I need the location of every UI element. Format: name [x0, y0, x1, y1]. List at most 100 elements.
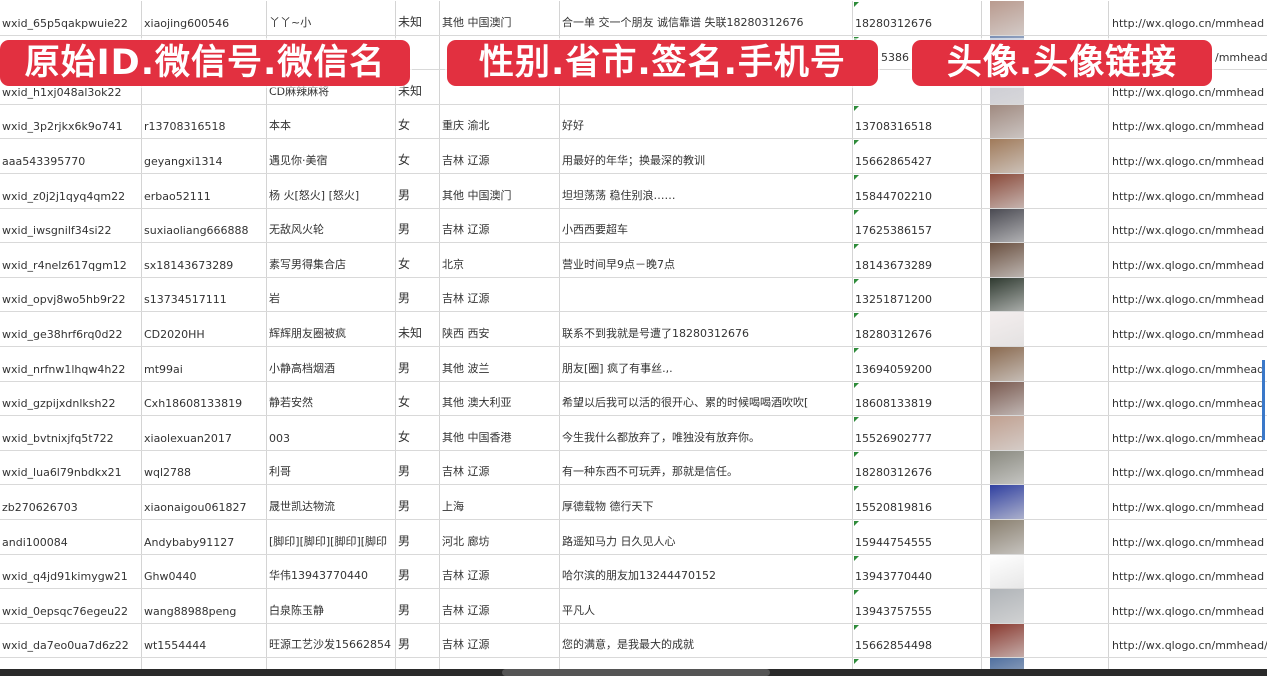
original-id-cell[interactable]: wxid_z0j2j1qyq4qm22 [0, 174, 142, 208]
signature-cell[interactable]: 厚德载物 德行天下 [560, 485, 853, 519]
gender-cell[interactable]: 男 [396, 347, 440, 381]
original-id-cell[interactable] [0, 658, 142, 669]
wechat-name-cell[interactable]: 无敌风火轮 [267, 208, 396, 243]
original-id-cell[interactable]: zb270626703 [0, 485, 142, 519]
avatar-cell[interactable] [982, 277, 1109, 312]
region-cell[interactable]: 吉林 辽源 [440, 623, 560, 658]
region-cell[interactable]: 吉林 辽源 [440, 554, 560, 589]
wechat-id-cell[interactable]: sx18143673289 [142, 243, 267, 277]
avatar-link-cell[interactable]: http://wx.qlogo.cn/mmhead [1112, 500, 1265, 514]
wechat-id-cell[interactable]: mt99ai [142, 347, 267, 381]
avatar-cell[interactable] [982, 589, 1109, 623]
region-cell[interactable]: 吉林 辽源 [440, 208, 560, 243]
horizontal-scrollbar[interactable] [502, 669, 770, 676]
avatar-link-cell[interactable]: http://wx.qlogo.cn/mmhead [1112, 362, 1265, 376]
region-cell[interactable] [440, 70, 560, 104]
region-cell[interactable]: 陕西 西安 [440, 312, 560, 346]
region-cell[interactable]: 吉林 辽源 [440, 450, 560, 485]
wechat-name-cell[interactable]: 静若安然 [267, 381, 396, 416]
gender-cell[interactable]: 未知 [396, 1, 440, 35]
gender-cell[interactable]: 男 [396, 277, 440, 312]
original-id-cell[interactable]: wxid_0epsqc76egeu22 [0, 589, 142, 623]
gender-cell[interactable] [396, 658, 440, 669]
phone-cell[interactable]: 15844702210 [853, 174, 982, 208]
wechat-name-cell[interactable]: 白泉陈玉静 [267, 589, 396, 623]
avatar-link-cell[interactable]: http://wx.qlogo.cn/mmhead [1112, 327, 1265, 341]
gender-cell[interactable]: 男 [396, 554, 440, 589]
avatar-link-cell[interactable]: http://wx.qlogo.cn/mmhead [1112, 466, 1265, 480]
phone-cell[interactable]: 15944754555 [853, 520, 982, 554]
signature-cell[interactable]: 路遥知马力 日久见人心 [560, 520, 853, 554]
phone-cell[interactable]: 18280312676 [853, 450, 982, 485]
original-id-cell[interactable]: wxid_gzpijxdnlksh22 [0, 381, 142, 416]
wechat-name-cell[interactable]: 遇见你·美宿 [267, 139, 396, 173]
gender-cell[interactable]: 男 [396, 520, 440, 554]
wechat-id-cell[interactable]: geyangxi1314 [142, 139, 267, 173]
wechat-name-cell[interactable]: 旺源工艺沙发15662854 [267, 623, 396, 658]
phone-cell[interactable]: 15520819816 [853, 485, 982, 519]
wechat-name-cell[interactable]: 岩 [267, 277, 396, 312]
region-cell[interactable]: 吉林 辽源 [440, 589, 560, 623]
wechat-id-cell[interactable]: suxiaoliang666888 [142, 208, 267, 243]
gender-cell[interactable]: 男 [396, 208, 440, 243]
gender-cell[interactable]: 未知 [396, 70, 440, 104]
signature-cell[interactable]: 有一种东西不可玩弄，那就是信任。 [560, 450, 853, 485]
phone-cell[interactable]: 15662865427 [853, 139, 982, 173]
avatar-cell[interactable] [982, 174, 1109, 208]
avatar-cell[interactable] [982, 208, 1109, 243]
gender-cell[interactable]: 男 [396, 623, 440, 658]
signature-cell[interactable]: 小西西要超车 [560, 208, 853, 243]
wechat-name-cell[interactable]: 本本 [267, 104, 396, 139]
avatar-link-cell[interactable]: /mmhead [1215, 51, 1267, 65]
phone-cell[interactable]: 13708316518 [853, 104, 982, 139]
gender-cell[interactable]: 女 [396, 104, 440, 139]
avatar-link-cell[interactable]: http://wx.qlogo.cn/mmhead [1112, 431, 1265, 445]
signature-cell[interactable]: 用最好的年华；换最深的教训 [560, 139, 853, 173]
wechat-id-cell[interactable] [142, 658, 267, 669]
avatar-link-cell[interactable]: http://wx.qlogo.cn/mmhead [1112, 154, 1265, 168]
avatar-cell[interactable] [982, 1, 1109, 35]
gender-cell[interactable]: 男 [396, 174, 440, 208]
avatar-cell[interactable] [982, 450, 1109, 485]
signature-cell[interactable] [560, 658, 853, 669]
phone-cell[interactable]: 18280312676 [853, 312, 982, 346]
wechat-id-cell[interactable]: wql2788 [142, 450, 267, 485]
signature-cell[interactable]: 营业时间早9点－晚7点 [560, 243, 853, 277]
original-id-cell[interactable]: wxid_q4jd91kimygw21 [0, 554, 142, 589]
avatar-link-cell[interactable]: http://wx.qlogo.cn/mmhead [1112, 258, 1265, 272]
wechat-id-cell[interactable]: s13734517111 [142, 277, 267, 312]
wechat-id-cell[interactable]: Ghw0440 [142, 554, 267, 589]
original-id-cell[interactable]: wxid_lua6l79nbdkx21 [0, 450, 142, 485]
wechat-name-cell[interactable]: 华伟13943770440 [267, 554, 396, 589]
wechat-id-cell[interactable]: erbao52111 [142, 174, 267, 208]
signature-cell[interactable]: 希望以后我可以活的很开心、累的时候喝喝酒吹吹[ [560, 381, 853, 416]
avatar-link-cell[interactable]: http://wx.qlogo.cn/mmhead [1112, 189, 1265, 203]
wechat-id-cell[interactable]: wt1554444 [142, 623, 267, 658]
region-cell[interactable]: 其他 澳大利亚 [440, 381, 560, 416]
phone-cell[interactable]: 13694059200 [853, 347, 982, 381]
gender-cell[interactable]: 女 [396, 416, 440, 450]
avatar-cell[interactable] [982, 139, 1109, 173]
gender-cell[interactable]: 女 [396, 381, 440, 416]
region-cell[interactable]: 吉林 辽源 [440, 277, 560, 312]
wechat-name-cell[interactable]: 辉辉朋友圈被疯 [267, 312, 396, 346]
phone-cell[interactable]: 13251871200 [853, 277, 982, 312]
phone-cell[interactable]: 15662854498 [853, 623, 982, 658]
region-cell[interactable]: 其他 中国澳门 [440, 1, 560, 35]
gender-cell[interactable]: 未知 [396, 312, 440, 346]
region-cell[interactable]: 其他 中国澳门 [440, 174, 560, 208]
region-cell[interactable]: 北京 [440, 243, 560, 277]
gender-cell[interactable]: 男 [396, 589, 440, 623]
gender-cell[interactable] [396, 35, 440, 70]
avatar-cell[interactable] [982, 347, 1109, 381]
wechat-id-cell[interactable]: xiaonaigou061827 [142, 485, 267, 519]
signature-cell[interactable]: 平凡人 [560, 589, 853, 623]
phone-cell[interactable]: 13943757555 [853, 589, 982, 623]
avatar-link-cell[interactable]: http://wx.qlogo.cn/mmhead [1112, 397, 1265, 411]
avatar-link-cell[interactable]: http://wx.qlogo.cn/mmhead [1112, 293, 1265, 307]
signature-cell[interactable]: 坦坦荡荡 稳住别浪…… [560, 174, 853, 208]
wechat-name-cell[interactable]: CD麻辣麻将 [267, 70, 396, 104]
avatar-cell[interactable] [982, 381, 1109, 416]
phone-cell[interactable]: 18143673289 [853, 243, 982, 277]
original-id-cell[interactable]: wxid_nrfnw1lhqw4h22 [0, 347, 142, 381]
